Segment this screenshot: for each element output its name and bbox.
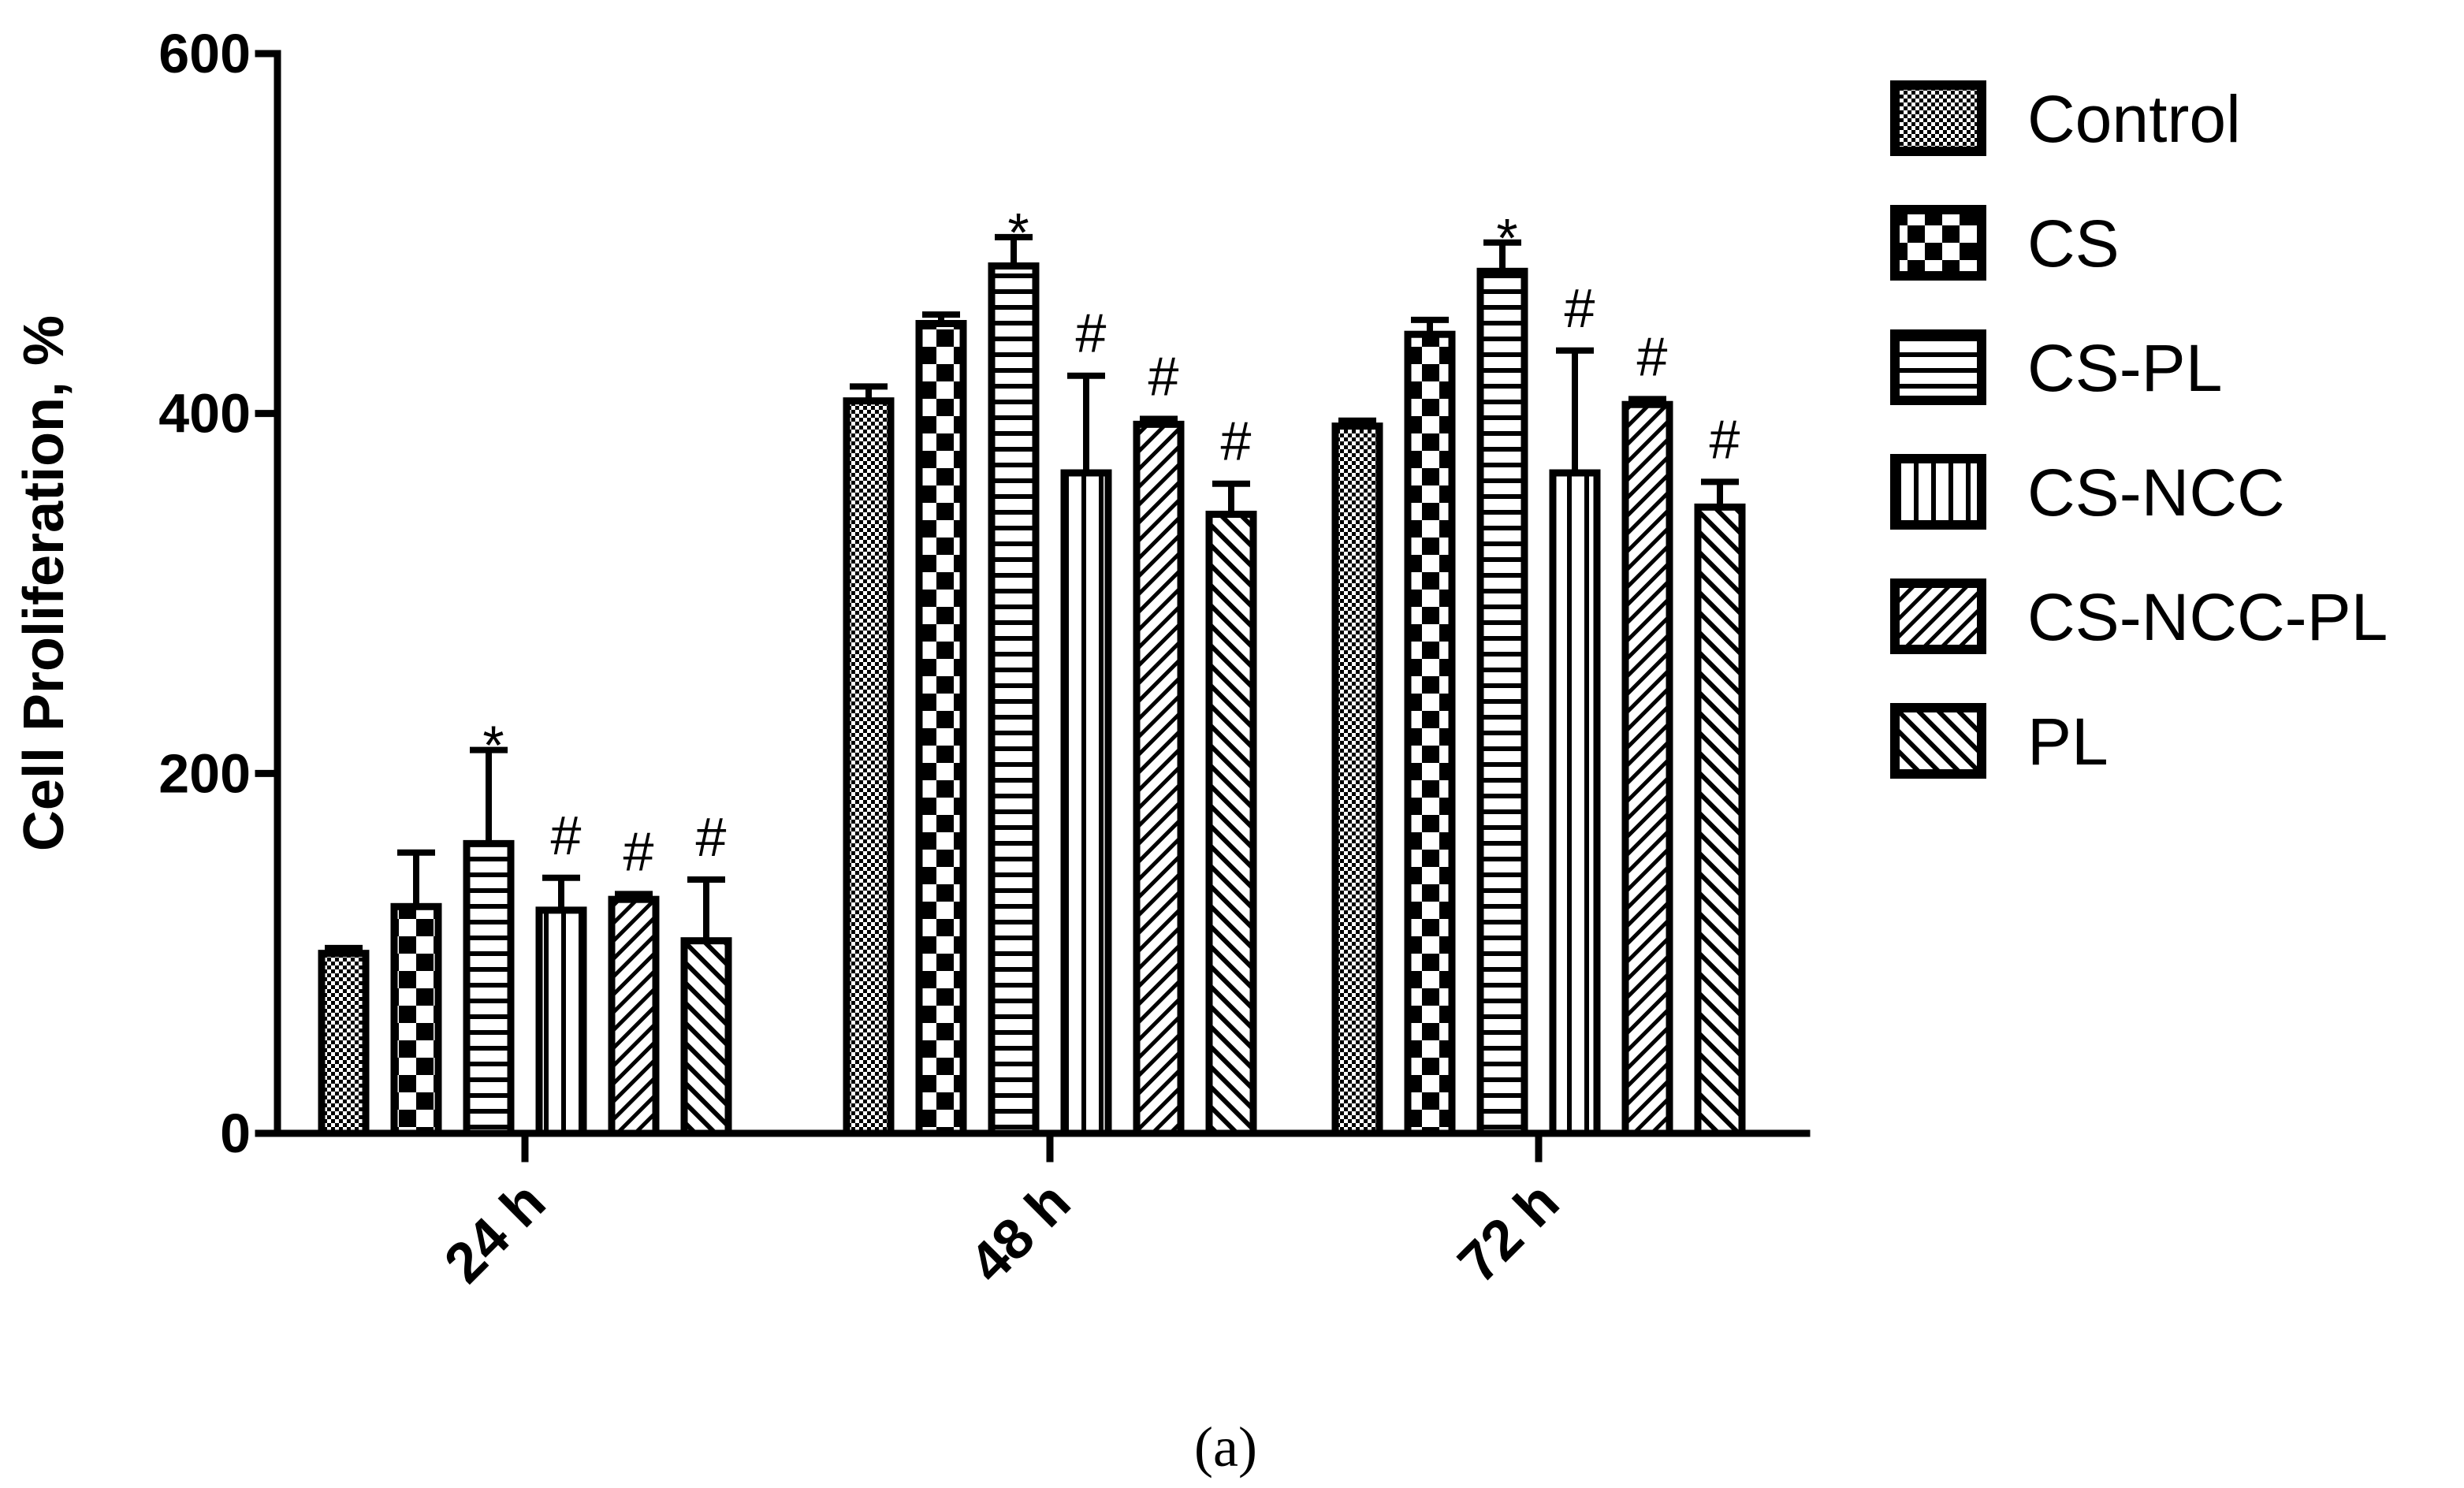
y-tick-label: 200 xyxy=(158,742,251,804)
bar-cs-ncc-24h xyxy=(535,906,587,1137)
error-bar xyxy=(325,944,363,954)
error-bar xyxy=(1628,396,1666,405)
legend-label: CS xyxy=(2027,206,2120,281)
bars: * # # # * # # # * # # # xyxy=(318,202,1746,1137)
axes: 0 200 400 600 xyxy=(158,23,1811,1164)
error-bar xyxy=(542,874,580,910)
legend-label: Control xyxy=(2027,82,2241,156)
significance-hash: # xyxy=(1221,411,1252,472)
y-axis-label: Cell Proliferation, % xyxy=(13,315,76,851)
error-bar xyxy=(1067,372,1105,474)
x-tick-label: 72 h xyxy=(1446,1170,1571,1295)
bar-cs-72h xyxy=(1404,330,1456,1137)
legend-swatch xyxy=(1890,80,1986,156)
error-bar xyxy=(850,383,888,401)
bar-cs-ncc-pl-24h xyxy=(608,895,660,1137)
error-bar xyxy=(687,876,725,941)
error-bar xyxy=(397,849,435,907)
y-tick-label: 600 xyxy=(158,23,251,84)
error-bar xyxy=(1411,316,1449,335)
error-bar xyxy=(470,746,508,844)
bar-cs-ncc-48h xyxy=(1060,469,1112,1137)
figure-caption: (a) xyxy=(1194,1415,1257,1479)
significance-hash: # xyxy=(696,806,727,868)
legend-swatch xyxy=(1890,578,1986,654)
error-bar xyxy=(1483,239,1521,272)
significance-hash: # xyxy=(1710,408,1740,470)
significance-star: * xyxy=(1496,207,1517,269)
significance-star: * xyxy=(1007,202,1029,263)
bar-pl-72h xyxy=(1694,503,1746,1137)
error-bar xyxy=(615,891,653,900)
y-tick-label: 0 xyxy=(220,1103,251,1164)
bar-cs-24h xyxy=(390,902,442,1137)
significance-star: * xyxy=(482,715,504,776)
significance-hash: # xyxy=(623,820,654,882)
error-bar xyxy=(1212,480,1250,515)
bar-pl-24h xyxy=(680,937,732,1137)
x-tick-label: 48 h xyxy=(958,1170,1082,1295)
significance-hash: # xyxy=(551,805,582,866)
x-tick-label: 24 h xyxy=(433,1170,557,1295)
significance-hash: # xyxy=(1637,326,1668,387)
error-bar xyxy=(1556,347,1594,474)
bar-control-72h xyxy=(1331,422,1383,1137)
bar-control-48h xyxy=(843,397,895,1137)
bar-cs-pl-48h xyxy=(988,262,1040,1137)
legend-swatch xyxy=(1890,329,1986,405)
legend-swatch xyxy=(1890,454,1986,530)
bar-cs-ncc-pl-48h xyxy=(1133,420,1185,1137)
y-tick-label: 400 xyxy=(158,383,251,445)
error-bar xyxy=(1701,478,1739,508)
legend-label: CS-NCC xyxy=(2027,456,2285,530)
legend-label: PL xyxy=(2027,705,2109,779)
error-bar xyxy=(922,311,960,324)
bar-pl-48h xyxy=(1205,511,1257,1137)
error-bar xyxy=(995,233,1033,266)
legend-label: CS-PL xyxy=(2027,331,2222,405)
bar-control-24h xyxy=(318,950,370,1137)
legend: Control CS CS-PL CS-NCC CS-NCC-PL PL xyxy=(1890,80,2388,779)
bar-cs-ncc-72h xyxy=(1549,469,1601,1137)
error-bar xyxy=(1338,417,1376,426)
error-bar xyxy=(1140,415,1178,425)
bar-cs-ncc-pl-72h xyxy=(1621,400,1673,1137)
bar-cs-pl-24h xyxy=(463,839,515,1137)
legend-label: CS-NCC-PL xyxy=(2027,580,2388,654)
significance-hash: # xyxy=(1148,346,1179,407)
significance-hash: # xyxy=(1565,277,1595,339)
bar-cs-48h xyxy=(915,320,967,1137)
x-tick-labels: 24 h 48 h 72 h xyxy=(433,1129,1571,1295)
significance-hash: # xyxy=(1076,303,1107,364)
legend-swatch xyxy=(1890,703,1986,779)
legend-swatch xyxy=(1890,205,1986,281)
bar-cs-pl-72h xyxy=(1476,267,1528,1137)
